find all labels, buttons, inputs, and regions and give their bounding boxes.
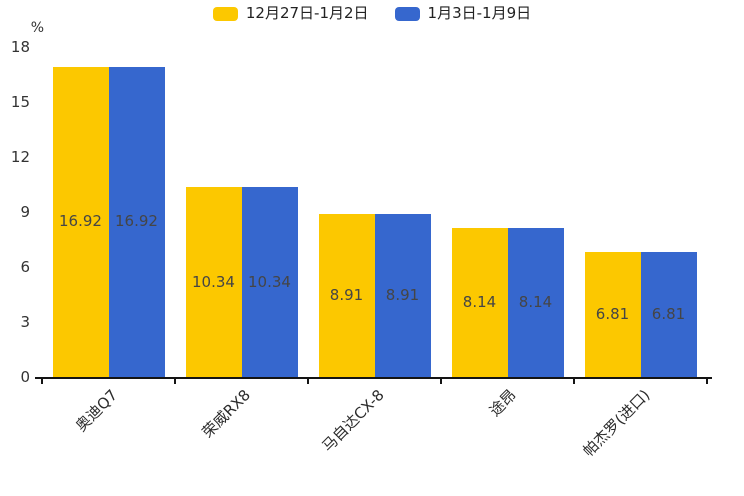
y-tick-label-15: 15 — [10, 93, 30, 111]
bar-series1-cat4: 6.81 — [640, 252, 697, 377]
bar-group-2: 8.91 8.91 — [308, 47, 441, 377]
x-axis-tick — [706, 379, 708, 384]
x-axis-tick — [174, 379, 176, 384]
x-axis-line — [35, 377, 712, 379]
bar-series1-cat3: 8.14 — [507, 227, 564, 377]
bar-value-label: 10.34 — [248, 272, 291, 291]
bar-series0-cat1: 10.34 — [185, 187, 242, 377]
plot-area: 16.92 16.92 10.34 10.34 8.91 8.91 8.14 8.14 6.81… — [42, 47, 707, 377]
bar-value-label: 16.92 — [59, 212, 102, 231]
bar-series0-cat2: 8.91 — [318, 213, 375, 377]
x-category-label-3: 途昂 — [486, 386, 521, 420]
x-category-label-2: 马自达CX-8 — [317, 386, 388, 456]
legend-item-0[interactable]: 12月27日-1月2日 — [212, 4, 369, 22]
bar-series1-cat0: 16.92 — [108, 66, 165, 377]
x-axis-tick — [440, 379, 442, 384]
y-tick-label-3: 3 — [20, 313, 30, 331]
legend-label: 1月3日-1月9日 — [427, 4, 532, 22]
bar-group-1: 10.34 10.34 — [175, 47, 308, 377]
y-tick-label-12: 12 — [10, 148, 30, 166]
bar-series1-cat2: 8.91 — [374, 213, 431, 377]
chart-legend: 12月27日-1月2日 1月3日-1月9日 — [0, 6, 744, 21]
bar-value-label: 16.92 — [115, 212, 158, 231]
bar-value-label: 8.91 — [329, 285, 364, 304]
bar-series0-cat3: 8.14 — [451, 227, 508, 377]
legend-swatch-icon — [394, 6, 420, 21]
y-tick-label-18: 18 — [10, 38, 30, 56]
y-axis-unit-label: % — [30, 20, 44, 36]
bar-group-3: 8.14 8.14 — [441, 47, 574, 377]
y-tick-label-6: 6 — [20, 258, 30, 276]
bar-value-label: 10.34 — [192, 272, 235, 291]
bar-value-label: 6.81 — [651, 305, 686, 324]
bar-value-label: 8.14 — [518, 292, 553, 311]
legend-swatch-icon — [212, 6, 238, 21]
bar-value-label: 6.81 — [595, 305, 630, 324]
x-axis-tick — [573, 379, 575, 384]
x-category-label-1: 荣威RX8 — [198, 386, 255, 442]
bar-group-4: 6.81 6.81 — [574, 47, 707, 377]
bar-series0-cat4: 6.81 — [584, 252, 641, 377]
y-tick-label-9: 9 — [20, 203, 30, 221]
bar-value-label: 8.14 — [462, 292, 497, 311]
y-tick-label-0: 0 — [20, 368, 30, 386]
bar-series0-cat0: 16.92 — [52, 66, 109, 377]
bar-group-0: 16.92 16.92 — [42, 47, 175, 377]
bar-series1-cat1: 10.34 — [241, 187, 298, 377]
bar-value-label: 8.91 — [385, 285, 420, 304]
x-category-label-0: 奥迪Q7 — [72, 386, 122, 436]
x-axis-tick — [307, 379, 309, 384]
x-axis-tick — [41, 379, 43, 384]
x-category-label-4: 帕杰罗(进口) — [579, 386, 654, 461]
legend-label: 12月27日-1月2日 — [245, 4, 369, 22]
legend-item-1[interactable]: 1月3日-1月9日 — [394, 4, 532, 22]
